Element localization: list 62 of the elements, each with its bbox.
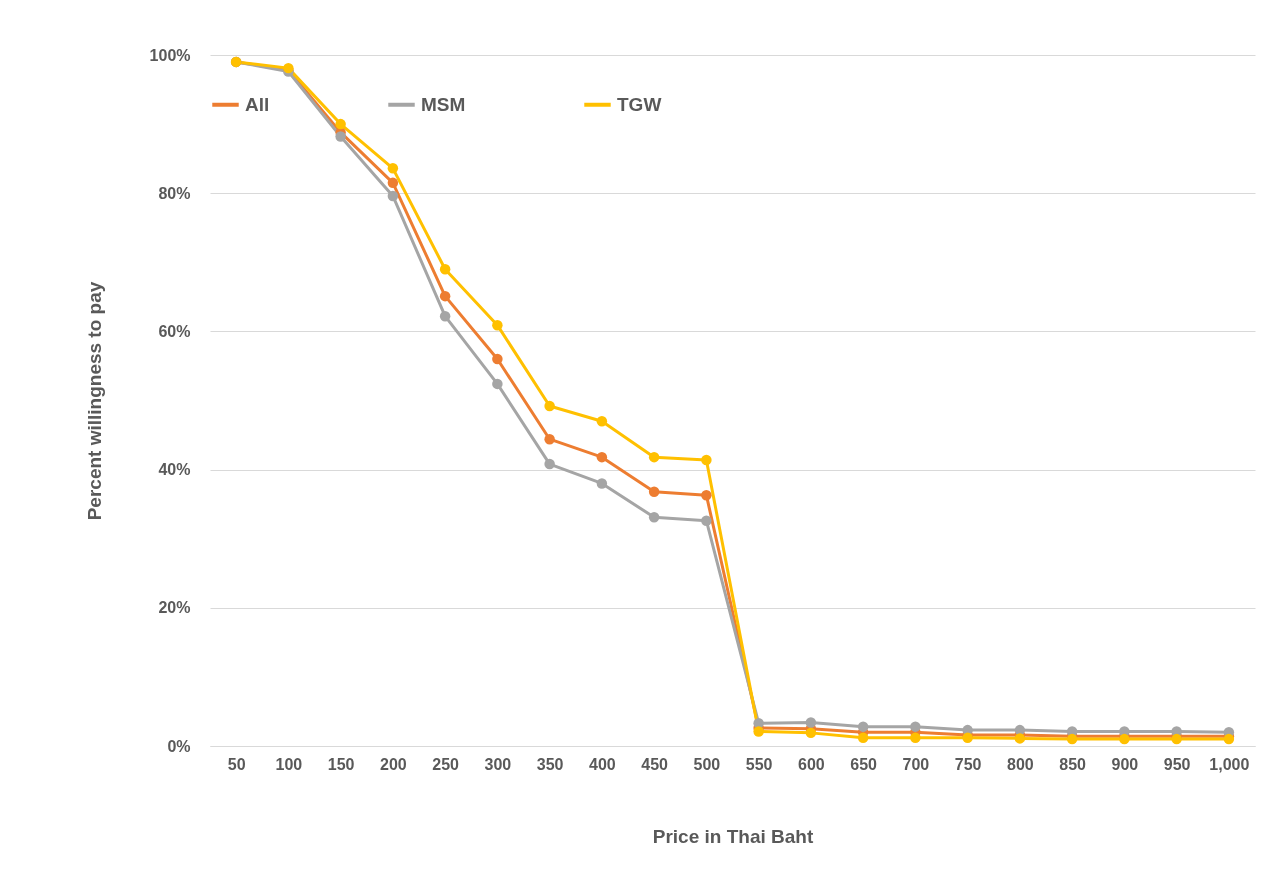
- y-tick-label: 0%: [167, 737, 191, 755]
- x-tick-label: 850: [1059, 755, 1087, 773]
- point: [544, 400, 555, 412]
- x-tick-label: 750: [954, 755, 982, 773]
- point: [544, 433, 555, 445]
- point: [439, 263, 451, 275]
- point: [857, 732, 869, 743]
- x-tick-label: 100: [275, 755, 303, 773]
- x-tick-label: 650: [850, 755, 878, 773]
- point: [805, 727, 817, 739]
- point: [596, 478, 608, 489]
- x-tick-label: 550: [745, 755, 773, 773]
- point: [701, 515, 712, 526]
- x-tick-label: 450: [641, 755, 669, 773]
- x-tick-label: 800: [1007, 755, 1034, 773]
- y-tick-label: 100%: [149, 46, 191, 64]
- x-tick-label: 1,000: [1209, 755, 1250, 773]
- point: [544, 458, 555, 470]
- legend-label: TGW: [617, 93, 662, 115]
- point: [910, 732, 921, 743]
- point: [439, 290, 451, 302]
- y-tick-label: 20%: [158, 599, 191, 617]
- point: [805, 717, 817, 728]
- x-tick-label: 50: [227, 755, 246, 773]
- point: [387, 163, 399, 174]
- point: [701, 489, 712, 501]
- point: [648, 486, 660, 497]
- x-axis-title: Price in Thai Baht: [652, 825, 814, 847]
- point: [492, 319, 503, 331]
- point: [439, 310, 451, 322]
- point: [387, 177, 399, 189]
- y-tick-label: 80%: [158, 184, 191, 202]
- x-tick-label: 600: [798, 755, 825, 773]
- x-tick-label: 900: [1111, 755, 1139, 773]
- point: [910, 721, 921, 732]
- x-tick-label: 250: [432, 755, 460, 773]
- y-tick-label: 40%: [158, 461, 191, 479]
- x-tick-label: 700: [902, 755, 930, 773]
- x-tick-label: 200: [380, 755, 407, 773]
- x-tick-label: 300: [484, 755, 512, 773]
- y-axis-title: Percent willingness to pay: [83, 281, 105, 521]
- point: [596, 416, 608, 427]
- y-tick-label: 60%: [158, 322, 191, 340]
- x-tick-label: 500: [693, 755, 721, 773]
- x-tick-label: 400: [589, 755, 616, 773]
- point: [648, 451, 660, 463]
- point: [335, 118, 346, 130]
- point: [492, 378, 503, 390]
- x-tick-label: 150: [327, 755, 355, 773]
- point: [1014, 733, 1026, 744]
- point: [335, 131, 346, 142]
- point: [857, 721, 869, 732]
- legend-label: MSM: [421, 93, 466, 115]
- point: [753, 726, 764, 737]
- point: [387, 190, 399, 202]
- point: [701, 454, 712, 466]
- x-tick-label: 350: [536, 755, 564, 773]
- legend-label: All: [245, 93, 270, 115]
- x-tick-label: 950: [1163, 755, 1191, 773]
- point: [596, 451, 608, 463]
- point: [648, 512, 660, 523]
- point: [492, 353, 503, 365]
